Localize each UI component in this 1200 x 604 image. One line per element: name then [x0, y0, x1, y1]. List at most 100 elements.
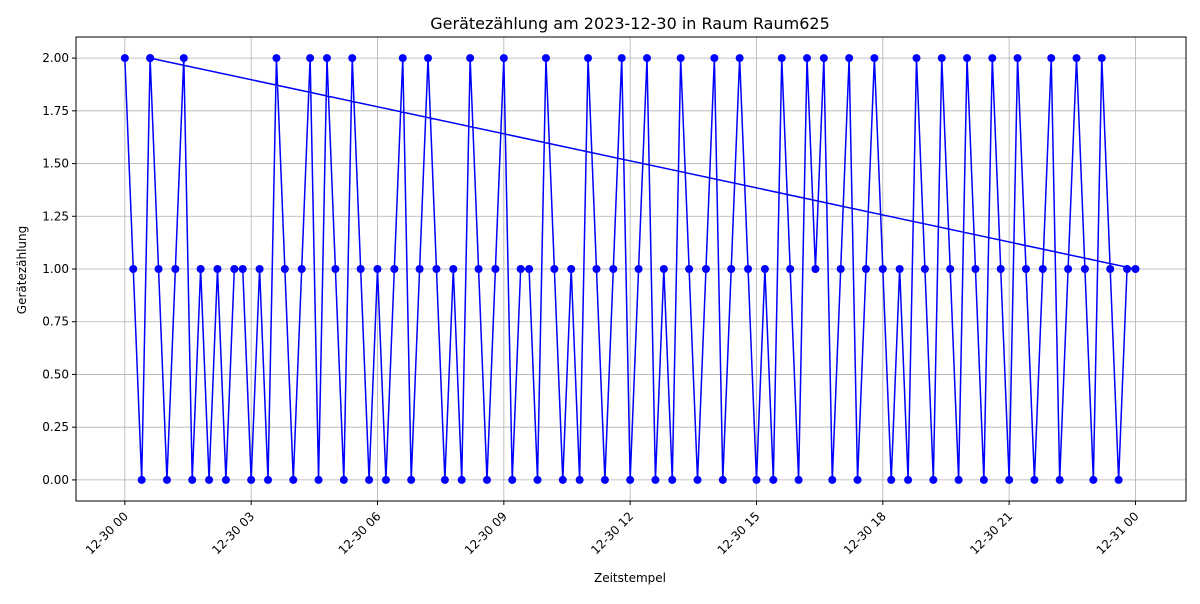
data-point [870, 54, 879, 63]
data-point [592, 265, 601, 273]
data-point [963, 54, 972, 63]
data-point [339, 475, 348, 484]
data-point [651, 475, 660, 484]
data-point [390, 265, 399, 273]
data-point [398, 54, 407, 63]
x-tick-label: 12-30 06 [336, 509, 384, 557]
data-point [988, 54, 997, 63]
data-point [659, 265, 668, 273]
data-point [154, 265, 163, 273]
data-point [1072, 54, 1081, 63]
data-point [600, 475, 609, 484]
data-point [996, 265, 1005, 273]
data-point [803, 54, 812, 63]
data-point [238, 265, 247, 273]
data-point [617, 54, 626, 63]
data-point [895, 265, 904, 273]
data-point [567, 265, 576, 273]
data-point [1131, 265, 1140, 273]
data-point [188, 475, 197, 484]
data-point [929, 475, 938, 484]
data-point [137, 475, 146, 484]
data-point [693, 475, 702, 484]
x-tick-label: 12-30 15 [715, 509, 763, 557]
data-point [381, 475, 390, 484]
data-point [946, 265, 955, 273]
data-point [937, 54, 946, 63]
data-point [777, 54, 786, 63]
data-point [373, 265, 382, 273]
x-tick-label: 12-30 18 [841, 509, 889, 557]
data-point [676, 54, 685, 63]
data-point [971, 265, 980, 273]
data-point [819, 54, 828, 63]
data-point [491, 265, 500, 273]
data-point [643, 54, 652, 63]
data-point [1021, 265, 1030, 273]
data-point [861, 265, 870, 273]
data-point [575, 475, 584, 484]
data-line [124, 57, 1136, 480]
data-point [297, 265, 306, 273]
data-point [424, 54, 433, 63]
y-tick-label: 1.75 [42, 104, 69, 118]
data-point [1038, 265, 1047, 273]
y-tick-label: 1.25 [42, 209, 69, 223]
data-point [415, 265, 424, 273]
y-axis-label: Gerätezählung [15, 226, 29, 314]
data-point [162, 475, 171, 484]
y-tick-label: 0.50 [42, 367, 69, 381]
data-point [365, 475, 374, 484]
data-point [1064, 265, 1073, 273]
data-point [525, 265, 534, 273]
data-point [904, 475, 913, 484]
data-point [171, 265, 180, 273]
data-point [727, 265, 736, 273]
data-point [205, 475, 214, 484]
data-point [685, 265, 694, 273]
data-point [1030, 475, 1039, 484]
data-point [634, 265, 643, 273]
data-point [954, 475, 963, 484]
data-point [828, 475, 837, 484]
data-point [129, 265, 138, 273]
data-point [508, 475, 517, 484]
data-point [120, 54, 129, 63]
data-point [1055, 475, 1064, 484]
data-point [449, 265, 458, 273]
data-point [1080, 265, 1089, 273]
data-point [247, 475, 256, 484]
data-point [584, 54, 593, 63]
data-point [482, 475, 491, 484]
data-point [794, 475, 803, 484]
data-point [280, 265, 289, 273]
data-point [541, 54, 550, 63]
data-point [786, 265, 795, 273]
x-tick-label: 12-30 00 [83, 509, 131, 557]
data-point [289, 475, 298, 484]
data-point [558, 475, 567, 484]
data-point [1005, 475, 1014, 484]
data-point [1089, 475, 1098, 484]
data-point [348, 54, 357, 63]
x-tick-label: 12-30 09 [462, 509, 510, 557]
data-point [920, 265, 929, 273]
data-point [499, 54, 508, 63]
data-point [457, 475, 466, 484]
data-point [1114, 475, 1123, 484]
x-tick-label: 12-30 03 [209, 509, 257, 557]
data-point [255, 265, 264, 273]
data-point [146, 54, 155, 63]
data-point [1123, 265, 1132, 273]
data-point [440, 475, 449, 484]
y-tick-label: 0.75 [42, 315, 69, 329]
y-tick-label: 1.50 [42, 157, 69, 171]
y-tick-label: 0.00 [42, 473, 69, 487]
data-point [407, 475, 416, 484]
data-point [474, 265, 483, 273]
data-point [264, 475, 273, 484]
chart-title: Gerätezählung am 2023-12-30 in Raum Raum… [430, 14, 830, 33]
y-tick-label: 1.00 [42, 262, 69, 276]
x-axis-label: Zeitstempel [594, 571, 666, 585]
x-tick-label: 12-30 12 [588, 509, 636, 557]
